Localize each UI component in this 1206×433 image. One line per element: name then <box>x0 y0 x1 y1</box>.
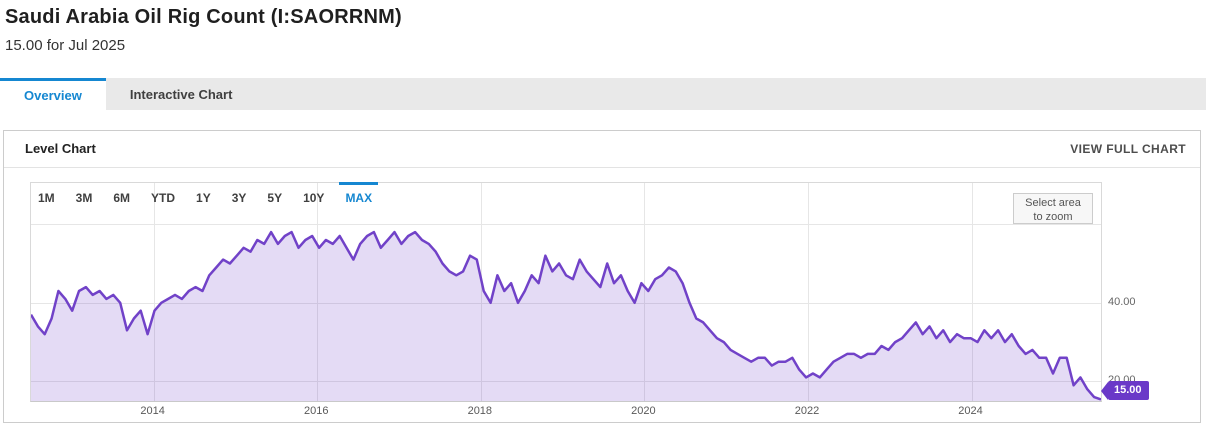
range-button-3m[interactable]: 3M <box>75 191 93 205</box>
zoom-hint-line1: Select area <box>1025 197 1081 209</box>
panel-title: Level Chart <box>25 141 96 156</box>
range-button-10y[interactable]: 10Y <box>303 191 325 205</box>
range-button-ytd[interactable]: YTD <box>151 191 176 205</box>
view-full-chart-link[interactable]: VIEW FULL CHART <box>1070 142 1186 156</box>
level-chart-panel: Level Chart VIEW FULL CHART 1M 3M 6M YTD 1Y 3… <box>3 130 1201 423</box>
range-button-6m[interactable]: 6M <box>113 191 131 205</box>
x-axis-label-2018: 2018 <box>467 405 493 417</box>
last-value-badge: 15.00 <box>1108 381 1149 400</box>
tab-interactive-chart[interactable]: Interactive Chart <box>129 86 233 102</box>
range-button-1m[interactable]: 1M <box>38 191 55 205</box>
current-value-subtitle: 15.00 for Jul 2025 <box>5 37 126 54</box>
x-axis-label-2016: 2016 <box>303 405 329 417</box>
chart-plot-area[interactable] <box>30 182 1102 402</box>
y-axis-label-40: 40.00 <box>1108 295 1136 308</box>
range-selector: 1M 3M 6M YTD 1Y 3Y 5Y 10Y MAX <box>30 182 385 213</box>
range-button-1y[interactable]: 1Y <box>196 191 211 205</box>
x-axis-label-2024: 2024 <box>958 405 983 417</box>
range-button-5y[interactable]: 5Y <box>267 191 283 205</box>
range-button-max[interactable]: MAX <box>337 182 380 213</box>
panel-header: Level Chart VIEW FULL CHART <box>4 131 1200 168</box>
x-axis-label-2022: 2022 <box>794 405 820 417</box>
tab-bar: Overview Interactive Chart <box>0 78 1206 110</box>
zoom-hint-line2: to zoom <box>1033 211 1073 223</box>
page-title: Saudi Arabia Oil Rig Count (I:SAORRNM) <box>5 6 402 28</box>
x-axis-label-2014: 2014 <box>140 405 165 417</box>
tab-overview[interactable]: Overview <box>0 78 106 110</box>
x-axis-label-2020: 2020 <box>631 405 656 417</box>
select-area-to-zoom-button[interactable]: Select area to zoom <box>1013 193 1093 224</box>
range-button-3y[interactable]: 3Y <box>231 191 247 205</box>
level-chart-svg[interactable] <box>31 183 1101 401</box>
